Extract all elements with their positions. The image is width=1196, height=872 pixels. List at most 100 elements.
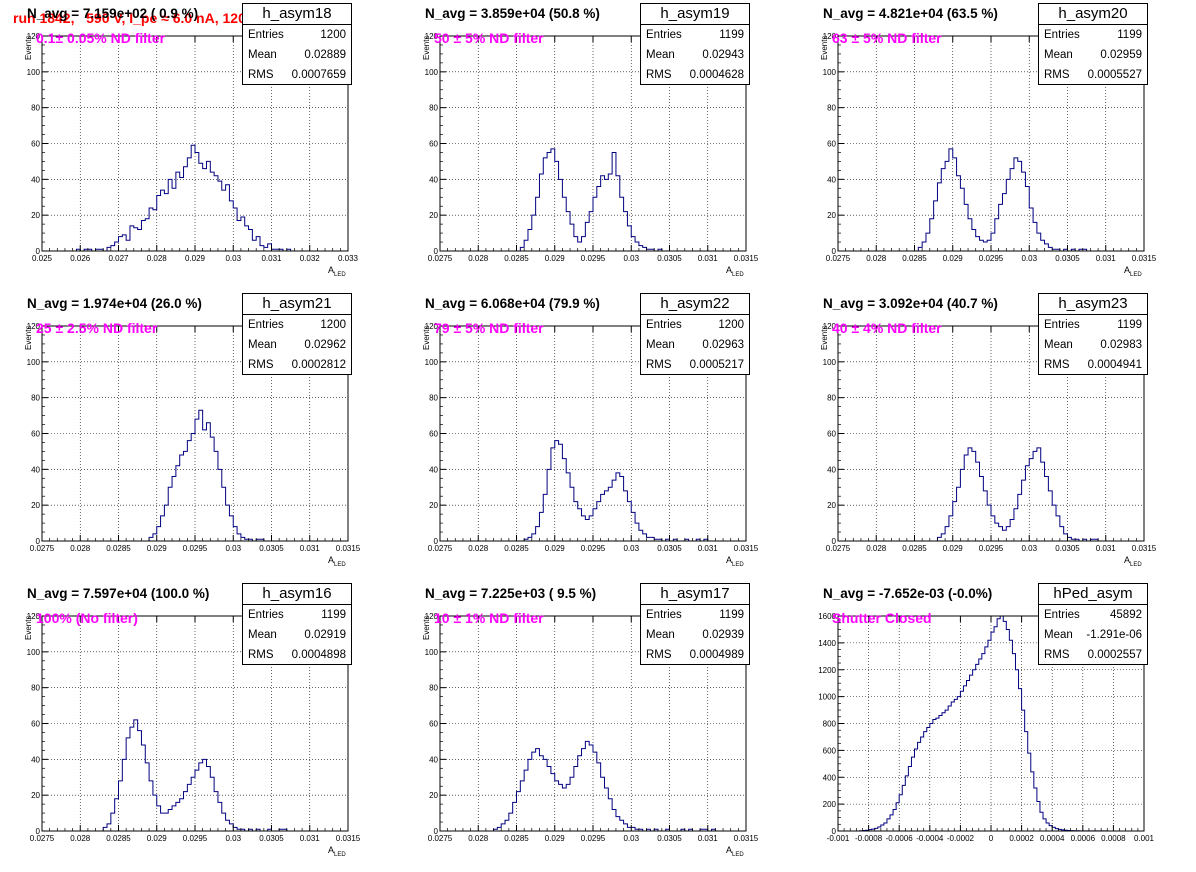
y-tick-label: 80 xyxy=(429,104,438,113)
y-axis-label: Events xyxy=(820,325,829,350)
stats-entries-value: 1200 xyxy=(718,319,744,331)
stats-mean-label: Mean xyxy=(248,339,277,351)
y-tick-label: 800 xyxy=(823,720,837,729)
y-tick-label: 40 xyxy=(31,465,40,474)
x-tick-label: 0.028 xyxy=(468,544,489,553)
y-axis-label: Events xyxy=(820,35,829,60)
filter-note: Shutter Closed xyxy=(832,610,932,626)
x-axis-label-sub: LED xyxy=(334,561,346,568)
y-tick-label: 0 xyxy=(832,827,837,836)
stats-box: h_asym21 Entries 1200 Mean 0.02962 RMS 0.00028… xyxy=(242,293,352,375)
histogram-series xyxy=(102,719,288,832)
stats-entries: Entries 1200 xyxy=(243,25,351,45)
x-axis-label-main: A xyxy=(328,265,335,275)
stats-rms: RMS 0.0004898 xyxy=(243,645,351,665)
x-tick-label: 0.0275 xyxy=(428,544,453,553)
stats-entries-label: Entries xyxy=(248,609,284,621)
x-tick-label: 0.029 xyxy=(147,544,168,553)
x-tick-label: 0.029 xyxy=(185,254,206,263)
y-tick-label: 0 xyxy=(36,537,41,546)
stats-entries: Entries 1199 xyxy=(243,605,351,625)
x-tick-label: 0.0315 xyxy=(1132,254,1157,263)
stats-rms: RMS 0.0004989 xyxy=(641,645,749,665)
x-tick-label: 0.0275 xyxy=(428,834,453,843)
x-tick-label: 0.027 xyxy=(108,254,129,263)
y-tick-label: 600 xyxy=(823,746,837,755)
x-tick-label: -0.0004 xyxy=(916,834,944,843)
x-tick-label: 0.028 xyxy=(866,254,887,263)
y-axis-label: Events xyxy=(24,325,33,350)
stats-rms: RMS 0.0002557 xyxy=(1039,645,1147,665)
x-tick-label: 0.0295 xyxy=(979,254,1004,263)
filter-note: 50 ± 5% ND filter xyxy=(434,30,544,46)
y-tick-label: 0 xyxy=(36,247,41,256)
x-tick-label: 0.028 xyxy=(70,834,91,843)
y-tick-label: 60 xyxy=(31,140,40,149)
stats-mean-value: 0.02939 xyxy=(702,629,744,641)
x-tick-label: 0.0315 xyxy=(734,254,759,263)
stats-mean: Mean 0.02889 xyxy=(243,45,351,65)
stats-rms-label: RMS xyxy=(646,649,672,661)
x-tick-label: 0.025 xyxy=(32,254,53,263)
x-tick-label: 0.0004 xyxy=(1040,834,1065,843)
y-tick-label: 100 xyxy=(27,648,41,657)
n-avg-label: N_avg = 6.068e+04 (79.9 %) xyxy=(425,296,600,311)
x-tick-label: 0.031 xyxy=(1096,254,1117,263)
x-axis-label-sub: LED xyxy=(732,271,744,278)
x-tick-label: 0.031 xyxy=(698,544,719,553)
y-tick-label: 60 xyxy=(429,140,438,149)
stats-mean: Mean 0.02963 xyxy=(641,335,749,355)
stats-box: hPed_asym Entries 45892 Mean -1.291e-06 RMS 0.… xyxy=(1038,583,1148,665)
y-tick-label: 60 xyxy=(827,140,836,149)
x-tick-label: 0.0285 xyxy=(504,544,529,553)
y-tick-label: 20 xyxy=(31,211,40,220)
x-axis-label: ALED xyxy=(1124,265,1142,278)
x-tick-label: 0.0315 xyxy=(734,834,759,843)
histogram-pad-h_asym23: 0.0275 0.028 0.0285 0.029 0.0295 0.03 0.0305 0.… xyxy=(796,290,1194,580)
y-tick-label: 20 xyxy=(429,501,438,510)
y-tick-label: 0 xyxy=(36,827,41,836)
x-axis-label-sub: LED xyxy=(1130,271,1142,278)
histogram-name: hPed_asym xyxy=(1039,584,1147,605)
y-tick-label: 40 xyxy=(31,175,40,184)
x-tick-label: 0.03 xyxy=(623,254,639,263)
stats-mean-label: Mean xyxy=(1044,49,1073,61)
y-tick-label: 80 xyxy=(31,394,40,403)
stats-entries-value: 45892 xyxy=(1110,609,1142,621)
x-tick-label: 0.0285 xyxy=(106,544,131,553)
x-axis-label-main: A xyxy=(328,845,335,855)
x-tick-label: 0.0315 xyxy=(1132,544,1157,553)
stats-entries-label: Entries xyxy=(1044,609,1080,621)
stats-mean-value: 0.02962 xyxy=(304,339,346,351)
y-tick-label: 120 xyxy=(27,322,41,331)
x-tick-label: 0.03 xyxy=(1021,254,1037,263)
x-tick-label: 0.0305 xyxy=(1055,544,1080,553)
histogram-pad-h_asym22: 0.0275 0.028 0.0285 0.029 0.0295 0.03 0.0305 0.… xyxy=(398,290,796,580)
y-tick-label: 80 xyxy=(31,684,40,693)
histogram-name: h_asym22 xyxy=(641,294,749,315)
x-tick-label: 0.0275 xyxy=(30,544,55,553)
stats-box: h_asym20 Entries 1199 Mean 0.02959 RMS 0.00055… xyxy=(1038,3,1148,85)
y-tick-label: 20 xyxy=(827,501,836,510)
stats-mean: Mean 0.02983 xyxy=(1039,335,1147,355)
y-tick-label: 80 xyxy=(429,684,438,693)
stats-box: h_asym22 Entries 1200 Mean 0.02963 RMS 0.00052… xyxy=(640,293,750,375)
stats-mean: Mean 0.02919 xyxy=(243,625,351,645)
y-tick-label: 1400 xyxy=(818,639,836,648)
x-tick-label: 0.031 xyxy=(698,834,719,843)
y-tick-label: 120 xyxy=(27,612,41,621)
x-tick-label: 0.0315 xyxy=(336,834,361,843)
stats-mean: Mean 0.02939 xyxy=(641,625,749,645)
histogram-svg: 0.0275 0.028 0.0285 0.029 0.0295 0.03 0.0305 0.… xyxy=(27,612,361,843)
y-tick-label: 40 xyxy=(827,465,836,474)
stats-rms-value: 0.0007659 xyxy=(291,69,346,81)
x-tick-label: 0.029 xyxy=(545,544,566,553)
y-tick-label: 100 xyxy=(27,68,41,77)
stats-rms: RMS 0.0007659 xyxy=(243,65,351,85)
filter-note: 63 ± 5% ND filter xyxy=(832,30,942,46)
x-tick-label: 0.0285 xyxy=(504,254,529,263)
x-tick-label: 0.032 xyxy=(300,254,321,263)
n-avg-label: N_avg = 3.092e+04 (40.7 %) xyxy=(823,296,998,311)
x-tick-label: 0.03 xyxy=(225,254,241,263)
